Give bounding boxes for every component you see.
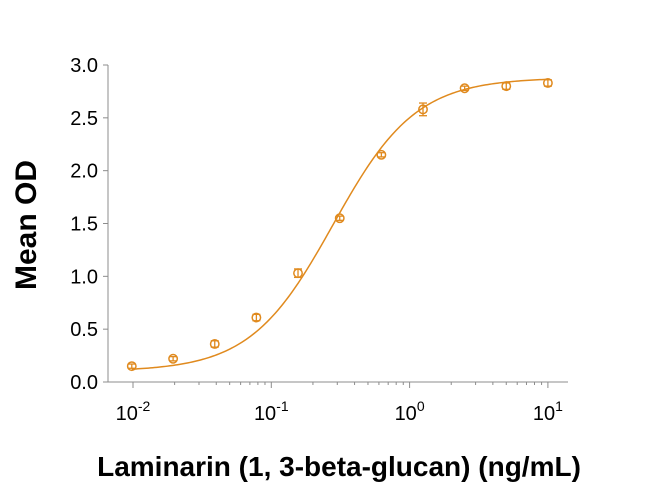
y-tick-label: 1.5 [70, 214, 98, 236]
x-tick-label: 10-2 [116, 398, 151, 425]
point-marker [293, 268, 303, 279]
data-point [334, 213, 345, 224]
point-marker [459, 83, 470, 94]
y-tick-label: 0.5 [70, 319, 98, 341]
point-marker [501, 81, 512, 92]
data-point [293, 268, 303, 279]
y-tick-label: 3.0 [70, 55, 98, 77]
data-points [126, 78, 553, 372]
data-point [459, 83, 470, 94]
axes [107, 65, 568, 383]
y-axis-label: Mean OD [10, 160, 43, 290]
fit-curve [131, 78, 548, 370]
x-tick-label: 100 [395, 398, 425, 425]
x-tick-label: 10-1 [254, 398, 289, 425]
data-point [251, 312, 262, 323]
point-marker [209, 339, 220, 349]
data-point [501, 81, 512, 92]
x-tick-label: 101 [533, 398, 563, 425]
point-marker [376, 149, 387, 160]
point-marker [418, 104, 428, 115]
data-point [376, 149, 387, 160]
x-axis-ticks: 10-2 10-1 100 101 [116, 382, 563, 425]
data-point [209, 339, 220, 349]
point-marker [126, 361, 137, 372]
y-axis-ticks: 0.0 0.5 1.0 1.5 2.0 2.5 3.0 [70, 55, 108, 394]
data-point [168, 353, 179, 364]
point-marker [542, 78, 553, 88]
point-marker [251, 312, 262, 323]
y-tick-label: 2.0 [70, 161, 98, 183]
y-tick-label: 0.0 [70, 372, 98, 394]
y-tick-label: 1.0 [70, 266, 98, 288]
y-tick-label: 2.5 [70, 108, 98, 130]
x-axis-label: Laminarin (1, 3-beta-glucan) (ng/mL) [97, 451, 581, 482]
point-marker [168, 353, 179, 364]
point-marker [334, 213, 345, 224]
data-point [126, 361, 137, 372]
data-point [418, 102, 428, 117]
data-point [542, 78, 553, 88]
